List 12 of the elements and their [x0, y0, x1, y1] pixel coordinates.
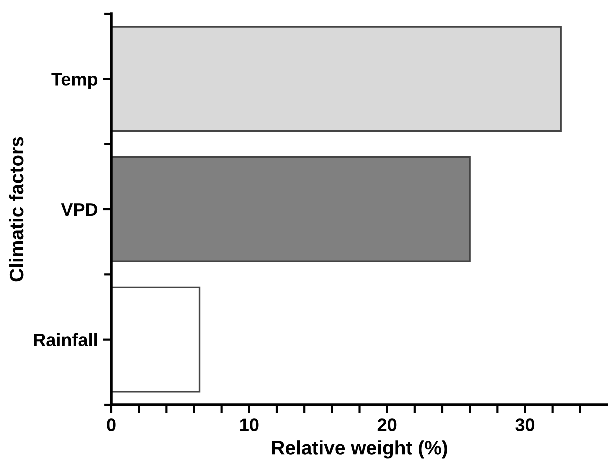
y-tick-label: Temp — [52, 73, 98, 90]
y-axis-title: Climatic factors — [9, 137, 24, 282]
x-tick-label: 10 — [240, 418, 259, 432]
x-axis-title: Relative weight (%) — [272, 440, 448, 459]
bar — [112, 26, 562, 132]
x-tick-label: 30 — [516, 418, 535, 432]
y-tick-label: VPD — [61, 204, 98, 216]
x-tick-label: 20 — [378, 418, 397, 432]
y-tick-label: Rainfall — [34, 333, 98, 347]
x-tick-label: 0 — [107, 418, 116, 432]
bar — [112, 286, 201, 393]
bar — [112, 156, 471, 262]
